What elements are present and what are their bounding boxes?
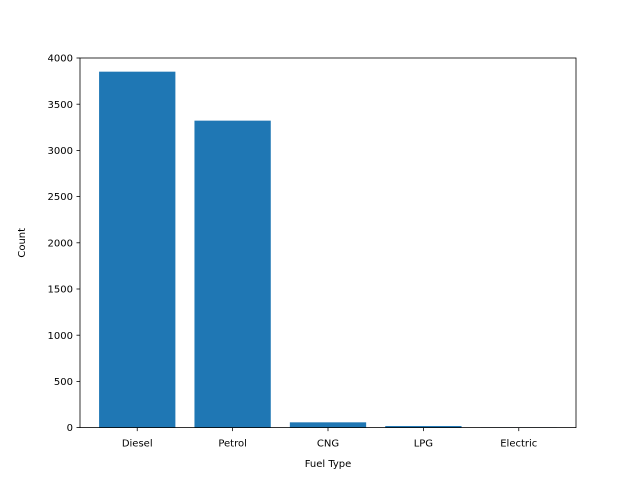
y-tick-label: 500 — [54, 377, 73, 388]
y-tick-label: 1000 — [48, 331, 73, 342]
bars — [99, 71, 557, 428]
x-tick-label: CNG — [317, 439, 339, 450]
bar-diesel — [99, 71, 176, 428]
y-tick-label: 1500 — [48, 285, 73, 296]
bar-lpg — [385, 426, 462, 428]
y-tick-label: 0 — [67, 423, 73, 434]
y-tick-label: 3000 — [48, 146, 73, 157]
bar-cng — [289, 422, 367, 428]
bar-petrol — [194, 120, 271, 428]
x-tick-label: Electric — [500, 439, 537, 450]
y-tick-label: 3500 — [48, 100, 73, 111]
y-axis-ticks: 0 500 1000 1500 2000 2500 3000 3500 4000 — [48, 54, 80, 434]
x-tick-label: LPG — [414, 439, 433, 450]
y-tick-label: 2500 — [48, 192, 73, 203]
y-tick-label: 4000 — [48, 54, 73, 65]
y-tick-label: 2000 — [48, 238, 73, 249]
x-axis-label: Fuel Type — [305, 459, 352, 470]
x-tick-label: Diesel — [122, 439, 153, 450]
x-axis-ticks: Diesel Petrol CNG LPG Electric — [122, 427, 537, 450]
y-axis-label: Count — [17, 228, 28, 258]
x-tick-label: Petrol — [218, 439, 247, 450]
